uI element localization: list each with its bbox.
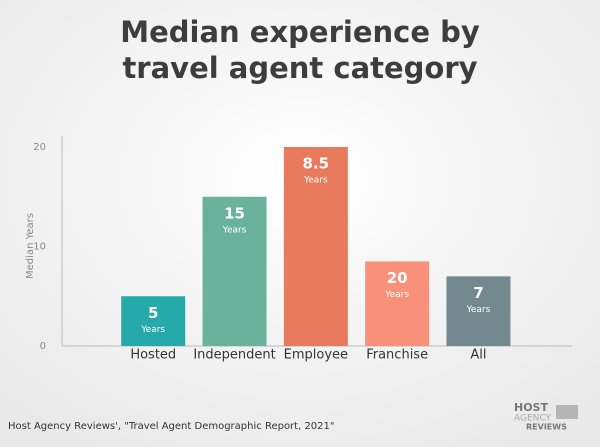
chart-title: travel agent category	[122, 51, 477, 85]
bar-label: 20	[387, 269, 408, 287]
x-tick-label: All	[470, 348, 486, 363]
bar-label-unit: Years	[384, 290, 409, 300]
bar	[283, 147, 348, 346]
y-tick-label: 10	[33, 242, 46, 253]
logo-text: HOST	[514, 401, 548, 414]
logo: HOST AGENCY REVIEWS	[514, 401, 578, 432]
bar-label-unit: Years	[140, 325, 165, 335]
bar-label: 7	[473, 284, 483, 302]
bar-label: 8.5	[303, 155, 330, 173]
bar	[202, 196, 267, 346]
source: Host Agency Reviews', "Travel Agent Demo…	[8, 421, 335, 432]
x-tick-label: Hosted	[130, 348, 176, 363]
x-tick-label: Independent	[193, 348, 275, 363]
logo-text: AGENCY	[514, 414, 552, 424]
y-tick-label: 20	[33, 142, 46, 153]
logo-box	[556, 405, 578, 419]
bar	[365, 261, 430, 346]
bar-label: 15	[224, 204, 245, 222]
bar	[446, 276, 511, 346]
x-tick-label: Employee	[284, 348, 348, 363]
y-tick-label: 0	[40, 341, 46, 352]
x-tick-label: Franchise	[366, 348, 428, 363]
logo-text: REVIEWS	[526, 423, 567, 432]
bar-label-unit: Years	[466, 305, 491, 315]
bar-label: 5	[148, 304, 158, 322]
chart-title: Median experience by	[120, 15, 480, 49]
bar-label-unit: Years	[222, 225, 247, 235]
y-axis-label: Median Years	[25, 213, 36, 279]
bar	[121, 296, 186, 346]
bar-label-unit: Years	[303, 176, 328, 186]
